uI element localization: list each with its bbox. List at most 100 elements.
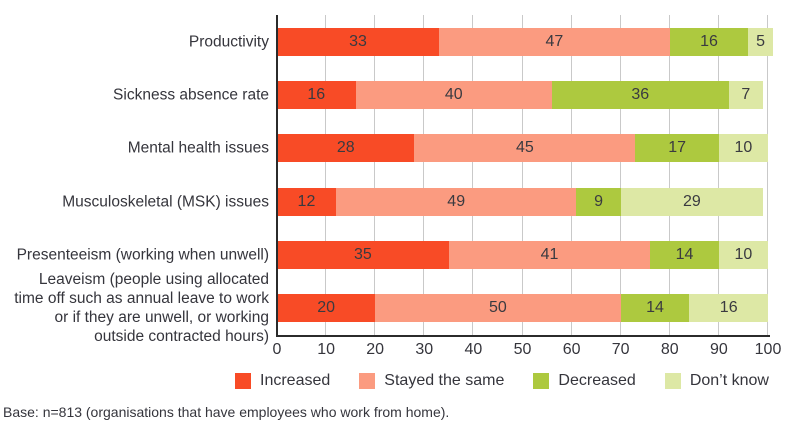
bar-value-label: 10 [734, 139, 753, 157]
bar-segment-decreased: 9 [576, 187, 621, 216]
gridline [472, 15, 474, 335]
x-tick-label: 100 [754, 341, 782, 358]
legend-item-decreased: Decreased [533, 372, 636, 390]
category-label-line: or if they are unwell, or working [54, 309, 269, 327]
x-axis-tick-labels: 0 10 20 30 40 50 60 70 80 90 100 [273, 341, 782, 359]
bar-value-label: 16 [307, 86, 326, 103]
bar-segment-dont-know: 16 [689, 294, 768, 323]
legend-label: Increased [260, 372, 331, 389]
gridline [668, 15, 670, 335]
bar-row: 35 41 14 10 [277, 241, 768, 269]
y-axis [276, 15, 278, 335]
bar-segment-stayed-the-same: 50 [375, 294, 621, 323]
category-label: Leaveism (people using allocated time off… [0, 270, 269, 346]
bar-segment-stayed-the-same: 47 [439, 27, 670, 56]
bar-segment-decreased: 17 [635, 134, 719, 163]
category-label: Mental health issues [0, 139, 269, 158]
bar-segment-decreased: 14 [650, 241, 719, 269]
gridline [570, 15, 572, 335]
category-label-line: Leaveism (people using allocated [38, 271, 269, 289]
bar-segment-dont-know: 5 [748, 27, 773, 56]
gridline [717, 15, 719, 335]
bar-value-label: 14 [646, 299, 664, 317]
bar-segment-dont-know: 10 [718, 134, 768, 163]
gridline [325, 15, 327, 335]
bar-segment-decreased: 14 [620, 294, 690, 323]
bar-row: 33 47 16 5 [277, 27, 773, 56]
legend-item-increased: Increased [235, 372, 330, 390]
legend: Increased Stayed the same Decreased Don’t k… [235, 372, 769, 390]
bar-value-label: 17 [668, 139, 687, 157]
bar-segment-stayed-the-same: 40 [355, 81, 552, 109]
gridline [619, 15, 621, 335]
bar-segment-decreased: 36 [551, 81, 729, 109]
bar-value-label: 5 [756, 32, 766, 50]
legend-label: Don’t know [689, 372, 769, 389]
category-label: Musculoskeletal (MSK) issues [0, 192, 269, 211]
bar-value-label: 33 [349, 32, 367, 50]
bar-segment-dont-know: 29 [620, 187, 764, 216]
bar-value-label: 12 [297, 192, 316, 210]
x-tick-label: 60 [562, 341, 581, 358]
legend-swatch-dont-know [664, 373, 681, 389]
gridline [374, 15, 376, 335]
category-label-line: Musculoskeletal (MSK) issues [62, 193, 269, 211]
bar-segment-dont-know: 10 [718, 241, 768, 269]
legend-label: Stayed the same [384, 372, 505, 389]
bar-value-label: 41 [540, 246, 559, 263]
category-label: Productivity [0, 32, 269, 51]
category-label-line: outside contracted hours) [94, 328, 269, 346]
bar-segment-increased: 35 [277, 241, 449, 269]
bar-value-label: 45 [516, 139, 534, 157]
x-tick-label: 80 [660, 341, 679, 358]
bar-segment-stayed-the-same: 45 [414, 134, 636, 163]
bar-row: 28 45 17 10 [277, 134, 768, 163]
x-axis [276, 335, 770, 337]
bar-segment-increased: 20 [277, 294, 376, 323]
gridline [521, 15, 523, 335]
gridline [423, 15, 425, 335]
category-labels: Productivity Sickness absence rate Mental … [0, 15, 269, 345]
bar-value-label: 28 [336, 139, 355, 157]
bar-value-label: 10 [734, 246, 753, 263]
x-tick-label: 0 [272, 341, 282, 358]
category-label: Presenteeism (working when unwell) [0, 246, 269, 265]
legend-swatch-increased [235, 373, 251, 389]
bar-value-label: 7 [741, 86, 751, 103]
bar-segment-stayed-the-same: 49 [335, 187, 577, 216]
bar-segment-decreased: 16 [669, 27, 749, 56]
x-tick-label: 50 [513, 341, 532, 358]
legend-label: Decreased [558, 372, 636, 389]
bar-segment-increased: 12 [277, 187, 336, 216]
category-label-line: Sickness absence rate [113, 86, 269, 104]
bar-value-label: 16 [700, 32, 718, 50]
bar-segment-increased: 33 [277, 27, 440, 56]
x-tick-label: 70 [611, 341, 630, 358]
x-tick-label: 10 [317, 341, 335, 358]
legend-swatch-decreased [533, 373, 550, 389]
bar-value-label: 20 [317, 299, 335, 317]
bar-row: 12 49 9 29 [277, 187, 764, 216]
category-label-line: Presenteeism (working when unwell) [16, 246, 269, 264]
bar-value-label: 47 [545, 32, 564, 50]
bar-segment-increased: 28 [277, 134, 415, 163]
bar-value-label: 49 [447, 192, 466, 210]
x-tick-label: 20 [366, 341, 385, 358]
category-label-line: time off such as annual leave to work [14, 290, 269, 308]
legend-item-stayed-the-same: Stayed the same [359, 372, 504, 390]
base-note: Base: n=813 (organisations that have emp… [3, 404, 450, 420]
legend-item-dont-know: Don’t know [664, 372, 769, 390]
bar-value-label: 9 [594, 192, 604, 210]
bar-segment-increased: 16 [277, 81, 356, 109]
bar-value-label: 50 [489, 299, 507, 317]
bar-row: 16 40 36 7 [277, 81, 764, 109]
gridline [767, 15, 768, 335]
plot-area: 33 47 16 5 16 40 36 7 28 45 17 10 12 49 9 29 35 41 14 10 20 5… [276, 15, 773, 337]
x-tick-label: 40 [464, 341, 483, 358]
category-label: Sickness absence rate [0, 86, 269, 105]
bar-value-label: 35 [354, 246, 372, 263]
bar-value-label: 36 [631, 86, 650, 103]
bar-segment-stayed-the-same: 41 [448, 241, 651, 269]
category-label-line: Productivity [188, 33, 269, 51]
